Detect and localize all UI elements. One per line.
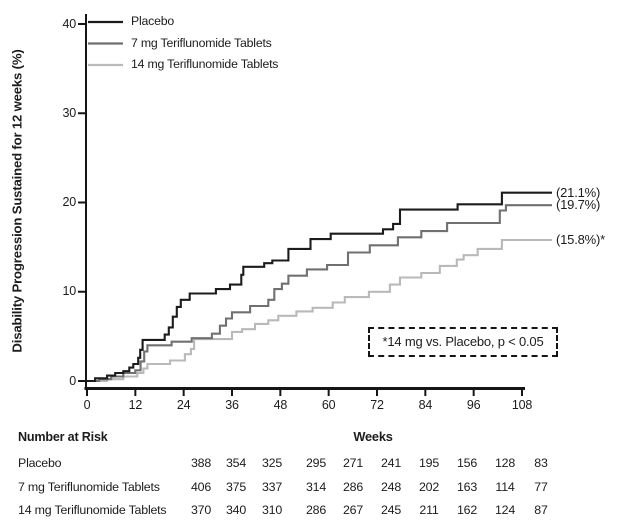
x-tick-label: 36 bbox=[225, 398, 239, 412]
x-tick-label: 0 bbox=[83, 398, 91, 412]
y-tick-label: 10 bbox=[62, 284, 76, 299]
risk-value: 267 bbox=[342, 503, 364, 517]
risk-value: 248 bbox=[380, 480, 402, 494]
y-tick-label: 0 bbox=[69, 373, 76, 388]
risk-value: 87 bbox=[534, 503, 548, 517]
risk-value: 83 bbox=[534, 456, 548, 470]
risk-value: 286 bbox=[342, 480, 364, 494]
curve-placebo bbox=[87, 191, 552, 383]
end-label-7-mg-teriflunomide-tablets: (19.7%) bbox=[556, 197, 601, 213]
x-tick-label: 12 bbox=[128, 398, 143, 412]
x-tick-label: 108 bbox=[511, 398, 533, 412]
risk-value: 314 bbox=[305, 480, 327, 494]
y-tick-label: 20 bbox=[62, 195, 76, 209]
risk-value: 286 bbox=[305, 503, 327, 517]
risk-value: 375 bbox=[225, 480, 247, 494]
risk-value: 406 bbox=[190, 480, 212, 494]
risk-value: 195 bbox=[418, 456, 440, 470]
risk-value: 340 bbox=[225, 503, 247, 517]
x-tick-label: 72 bbox=[370, 398, 384, 412]
risk-row-label: 14 mg Teriflunomide Tablets bbox=[18, 503, 167, 517]
risk-value: 163 bbox=[456, 480, 478, 494]
risk-row-label: Placebo bbox=[18, 456, 62, 470]
risk-value: 211 bbox=[419, 503, 439, 517]
risk-value: 156 bbox=[456, 456, 478, 470]
risk-value: 241 bbox=[380, 456, 402, 470]
risk-value: 162 bbox=[456, 503, 478, 517]
risk-value: 114 bbox=[495, 480, 515, 494]
risk-value: 128 bbox=[494, 456, 516, 470]
x-tick-label: 48 bbox=[273, 398, 288, 412]
x-axis-label: Weeks bbox=[353, 429, 393, 444]
x-tick-label: 84 bbox=[418, 398, 433, 412]
curve-14-mg-teriflunomide-tablets bbox=[87, 238, 552, 383]
x-tick-label: 96 bbox=[466, 398, 481, 412]
risk-value: 325 bbox=[261, 456, 283, 470]
risk-value: 337 bbox=[261, 480, 283, 494]
legend-item-7-mg-teriflunomide-tablets: 7 mg Teriflunomide Tablets bbox=[131, 35, 272, 50]
legend-item-14-mg-teriflunomide-tablets: 14 mg Teriflunomide Tablets bbox=[131, 57, 279, 71]
risk-value: 388 bbox=[190, 456, 212, 470]
risk-value: 295 bbox=[305, 456, 327, 470]
risk-table-header: Number at Risk bbox=[18, 430, 108, 444]
risk-value: 354 bbox=[225, 456, 247, 470]
x-tick-label: 24 bbox=[176, 398, 191, 412]
risk-value: 310 bbox=[261, 503, 283, 517]
curve-7-mg-teriflunomide-tablets bbox=[87, 204, 552, 383]
x-tick-label: 60 bbox=[321, 398, 336, 412]
end-label-14-mg-teriflunomide-tablets: (15.8%)* bbox=[556, 231, 605, 247]
y-axis-title: Disability Progression Sustained for 12 … bbox=[9, 49, 25, 353]
y-tick-label: 30 bbox=[62, 105, 76, 120]
risk-value: 370 bbox=[190, 503, 212, 517]
risk-row-label: 7 mg Teriflunomide Tablets bbox=[18, 480, 160, 494]
y-tick-label: 40 bbox=[62, 16, 76, 31]
significance-note-box: *14 mg vs. Placebo, p < 0.05 bbox=[368, 327, 558, 357]
risk-value: 77 bbox=[534, 480, 548, 494]
risk-value: 245 bbox=[380, 503, 402, 517]
risk-value: 271 bbox=[342, 456, 364, 470]
risk-value: 124 bbox=[494, 503, 516, 517]
legend-item-placebo: Placebo bbox=[131, 14, 175, 28]
risk-value: 202 bbox=[418, 480, 440, 494]
end-label-placebo: (21.1%) bbox=[556, 184, 601, 200]
